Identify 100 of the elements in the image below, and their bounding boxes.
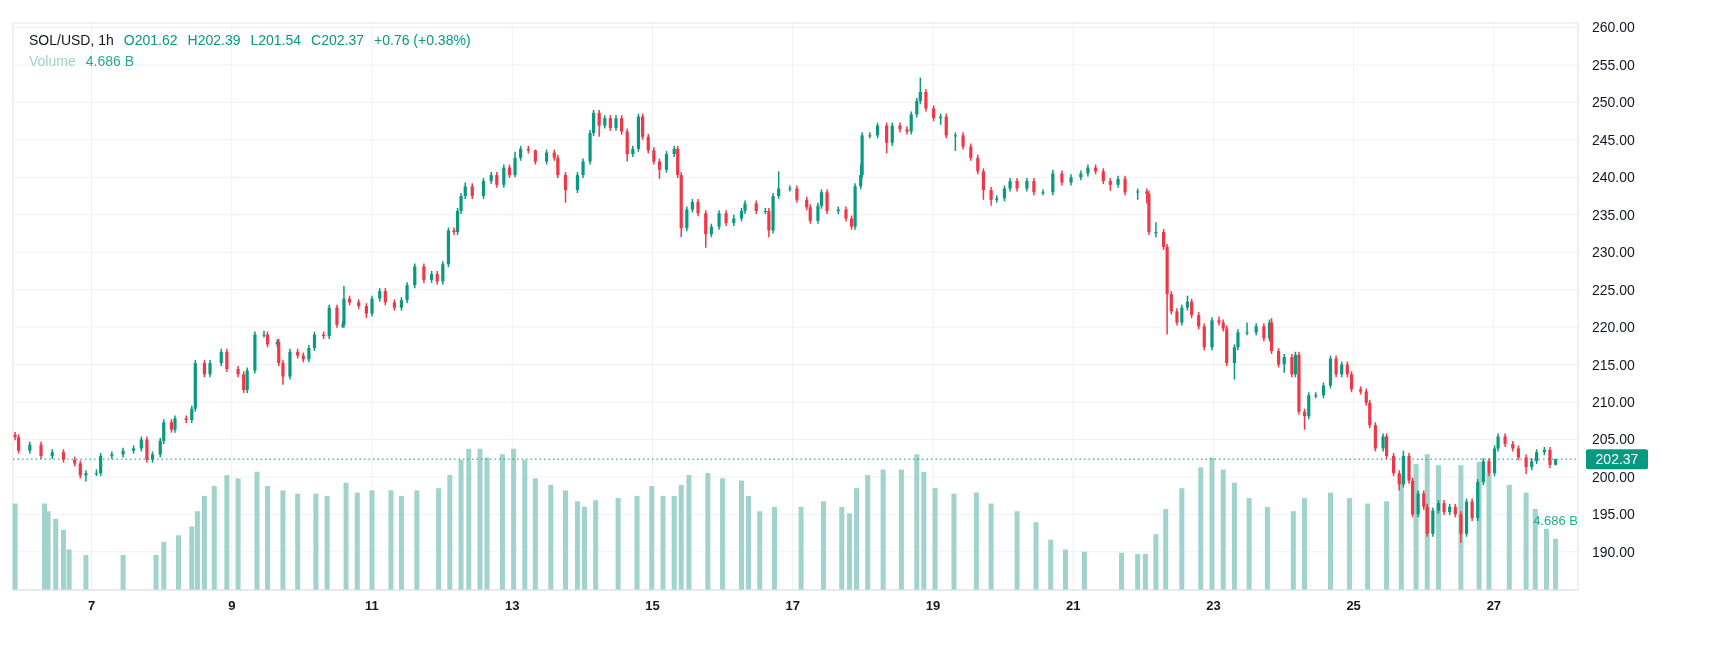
- bar: [1198, 467, 1204, 590]
- bar: [484, 457, 490, 590]
- candlestick: [1459, 510, 1463, 544]
- candlestick: [646, 133, 650, 155]
- bar: [771, 506, 777, 590]
- candlestick: [981, 167, 986, 201]
- candlestick: [885, 121, 889, 155]
- bar: [898, 469, 904, 590]
- bar: [1553, 538, 1559, 590]
- candlestick: [1123, 175, 1127, 197]
- x-tick-label: 23: [1206, 598, 1221, 613]
- y-tick-label: 205.00: [1592, 431, 1636, 448]
- y-tick-label: 225.00: [1592, 281, 1636, 298]
- bar: [458, 459, 464, 590]
- bar: [1014, 511, 1020, 590]
- bar: [1543, 528, 1549, 590]
- candlestick: [1169, 290, 1173, 316]
- bar: [447, 475, 453, 590]
- candlestick: [788, 184, 792, 193]
- candlestick: [641, 112, 645, 141]
- bar: [581, 506, 587, 590]
- bar: [1413, 464, 1419, 590]
- candlestick: [1277, 347, 1281, 369]
- bar: [414, 490, 420, 590]
- bar: [839, 506, 845, 590]
- bar: [511, 448, 517, 590]
- candlestick: [1245, 321, 1249, 337]
- candlestick: [1154, 221, 1158, 238]
- y-tick-label: 240.00: [1592, 169, 1636, 186]
- bar: [235, 478, 241, 590]
- bar: [120, 554, 126, 590]
- x-tick-label: 21: [1065, 598, 1081, 613]
- candlestick: [1349, 370, 1354, 394]
- candlestick: [685, 205, 689, 232]
- bar: [175, 535, 181, 590]
- y-tick-label: 255.00: [1592, 56, 1636, 73]
- bar: [1506, 484, 1512, 590]
- x-tick-label: 17: [785, 598, 800, 613]
- bar: [313, 493, 319, 590]
- y-tick-label: 260.00: [1592, 19, 1636, 36]
- candlestick: [825, 188, 829, 215]
- candlestick: [868, 131, 872, 140]
- candlestick: [620, 114, 624, 136]
- candlestick: [1307, 391, 1311, 420]
- candlestick: [597, 109, 601, 138]
- ref-line-label: 202.37: [1595, 451, 1639, 468]
- bar: [1209, 457, 1215, 590]
- bar: [532, 478, 538, 590]
- bar: [1062, 549, 1068, 590]
- candlestick: [242, 370, 246, 394]
- candlestick: [625, 127, 629, 163]
- bar: [1163, 509, 1169, 590]
- bar: [914, 454, 920, 590]
- bar: [1365, 503, 1371, 590]
- candlestick: [704, 209, 708, 249]
- bar: [615, 498, 621, 590]
- bar: [53, 518, 59, 590]
- bar: [1048, 539, 1054, 590]
- y-tick-label: 190.00: [1592, 543, 1636, 560]
- candlestick: [245, 366, 249, 394]
- candlestick: [1416, 489, 1420, 519]
- candlestick: [563, 171, 568, 204]
- candlestick: [84, 469, 88, 483]
- candlestick: [502, 163, 506, 189]
- candlestick: [1041, 188, 1045, 197]
- candlestick: [1282, 353, 1286, 374]
- bar: [201, 495, 207, 590]
- candlestick: [976, 154, 980, 176]
- text: 4.686 B: [85, 53, 134, 69]
- bar: [369, 490, 375, 590]
- y-tick-label: 220.00: [1592, 319, 1636, 336]
- candlestick: [370, 294, 374, 318]
- annotation: O201.62: [123, 32, 178, 48]
- bar: [1435, 465, 1441, 590]
- candlestick: [1397, 469, 1401, 492]
- annotation: H202.39: [187, 32, 241, 48]
- bar: [921, 471, 927, 590]
- x-tick-label: 19: [925, 598, 941, 613]
- bar: [1246, 498, 1252, 590]
- bar: [1346, 498, 1352, 590]
- bar: [678, 484, 684, 590]
- candlestick: [422, 262, 426, 284]
- bar: [880, 469, 886, 590]
- candlestick: [890, 121, 894, 147]
- bar: [574, 501, 580, 590]
- bar: [854, 488, 859, 590]
- bar: [705, 472, 711, 590]
- candlestick: [513, 151, 517, 179]
- bar: [634, 495, 640, 590]
- candlestick: [281, 359, 285, 386]
- candlestick: [1051, 169, 1055, 197]
- bar: [1179, 488, 1185, 590]
- bar: [865, 475, 871, 590]
- text: Volume: [29, 53, 76, 69]
- candlestick: [556, 154, 560, 179]
- bar: [1153, 534, 1159, 590]
- bar: [398, 495, 404, 590]
- candlestick: [441, 260, 445, 286]
- candlestick: [1180, 303, 1184, 327]
- data-label: 4.686 B: [1533, 512, 1578, 528]
